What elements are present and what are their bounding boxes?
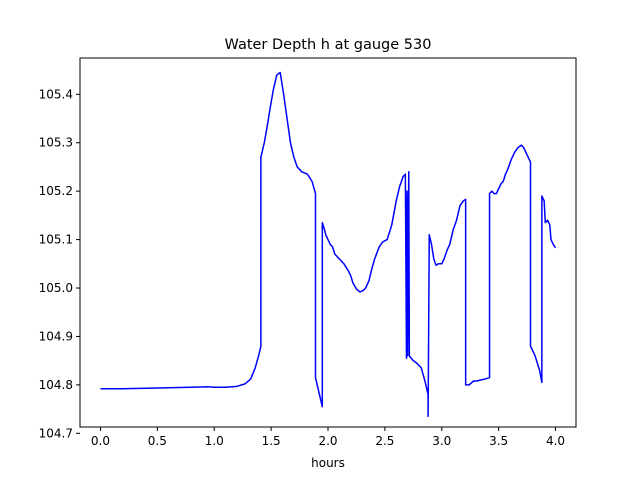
- y-tick-label: 105.2: [39, 184, 73, 198]
- y-tick-label: 104.7: [39, 426, 73, 440]
- x-tick-label: 1.0: [205, 434, 224, 448]
- y-tick-label: 105.1: [39, 233, 73, 247]
- x-tick-label: 2.5: [375, 434, 394, 448]
- x-axis: 0.0 0.5 1.0 1.5 2.0 2.5 3.0 3.5 4.0: [91, 427, 565, 448]
- y-tick-label: 104.9: [39, 329, 73, 343]
- x-tick-label: 3.5: [489, 434, 508, 448]
- x-tick-label: 4.0: [546, 434, 565, 448]
- x-axis-label: hours: [311, 456, 345, 470]
- y-tick-label: 105.0: [39, 281, 73, 295]
- series-line-0: [100, 71, 557, 418]
- y-tick-label: 105.3: [39, 136, 73, 150]
- x-tick-label: 0.0: [91, 434, 110, 448]
- y-tick-label: 104.8: [39, 378, 73, 392]
- y-axis: 104.7 104.8 104.9 105.0 105.1 105.2 105.3 105.4: [39, 87, 80, 440]
- chart-title: Water Depth h at gauge 530: [225, 37, 432, 53]
- x-tick-label: 0.5: [148, 434, 167, 448]
- x-tick-label: 2.0: [318, 434, 337, 448]
- x-tick-label: 3.0: [432, 434, 451, 448]
- y-tick-label: 105.4: [39, 87, 73, 101]
- x-tick-label: 1.5: [262, 434, 281, 448]
- series-layer: [100, 71, 557, 418]
